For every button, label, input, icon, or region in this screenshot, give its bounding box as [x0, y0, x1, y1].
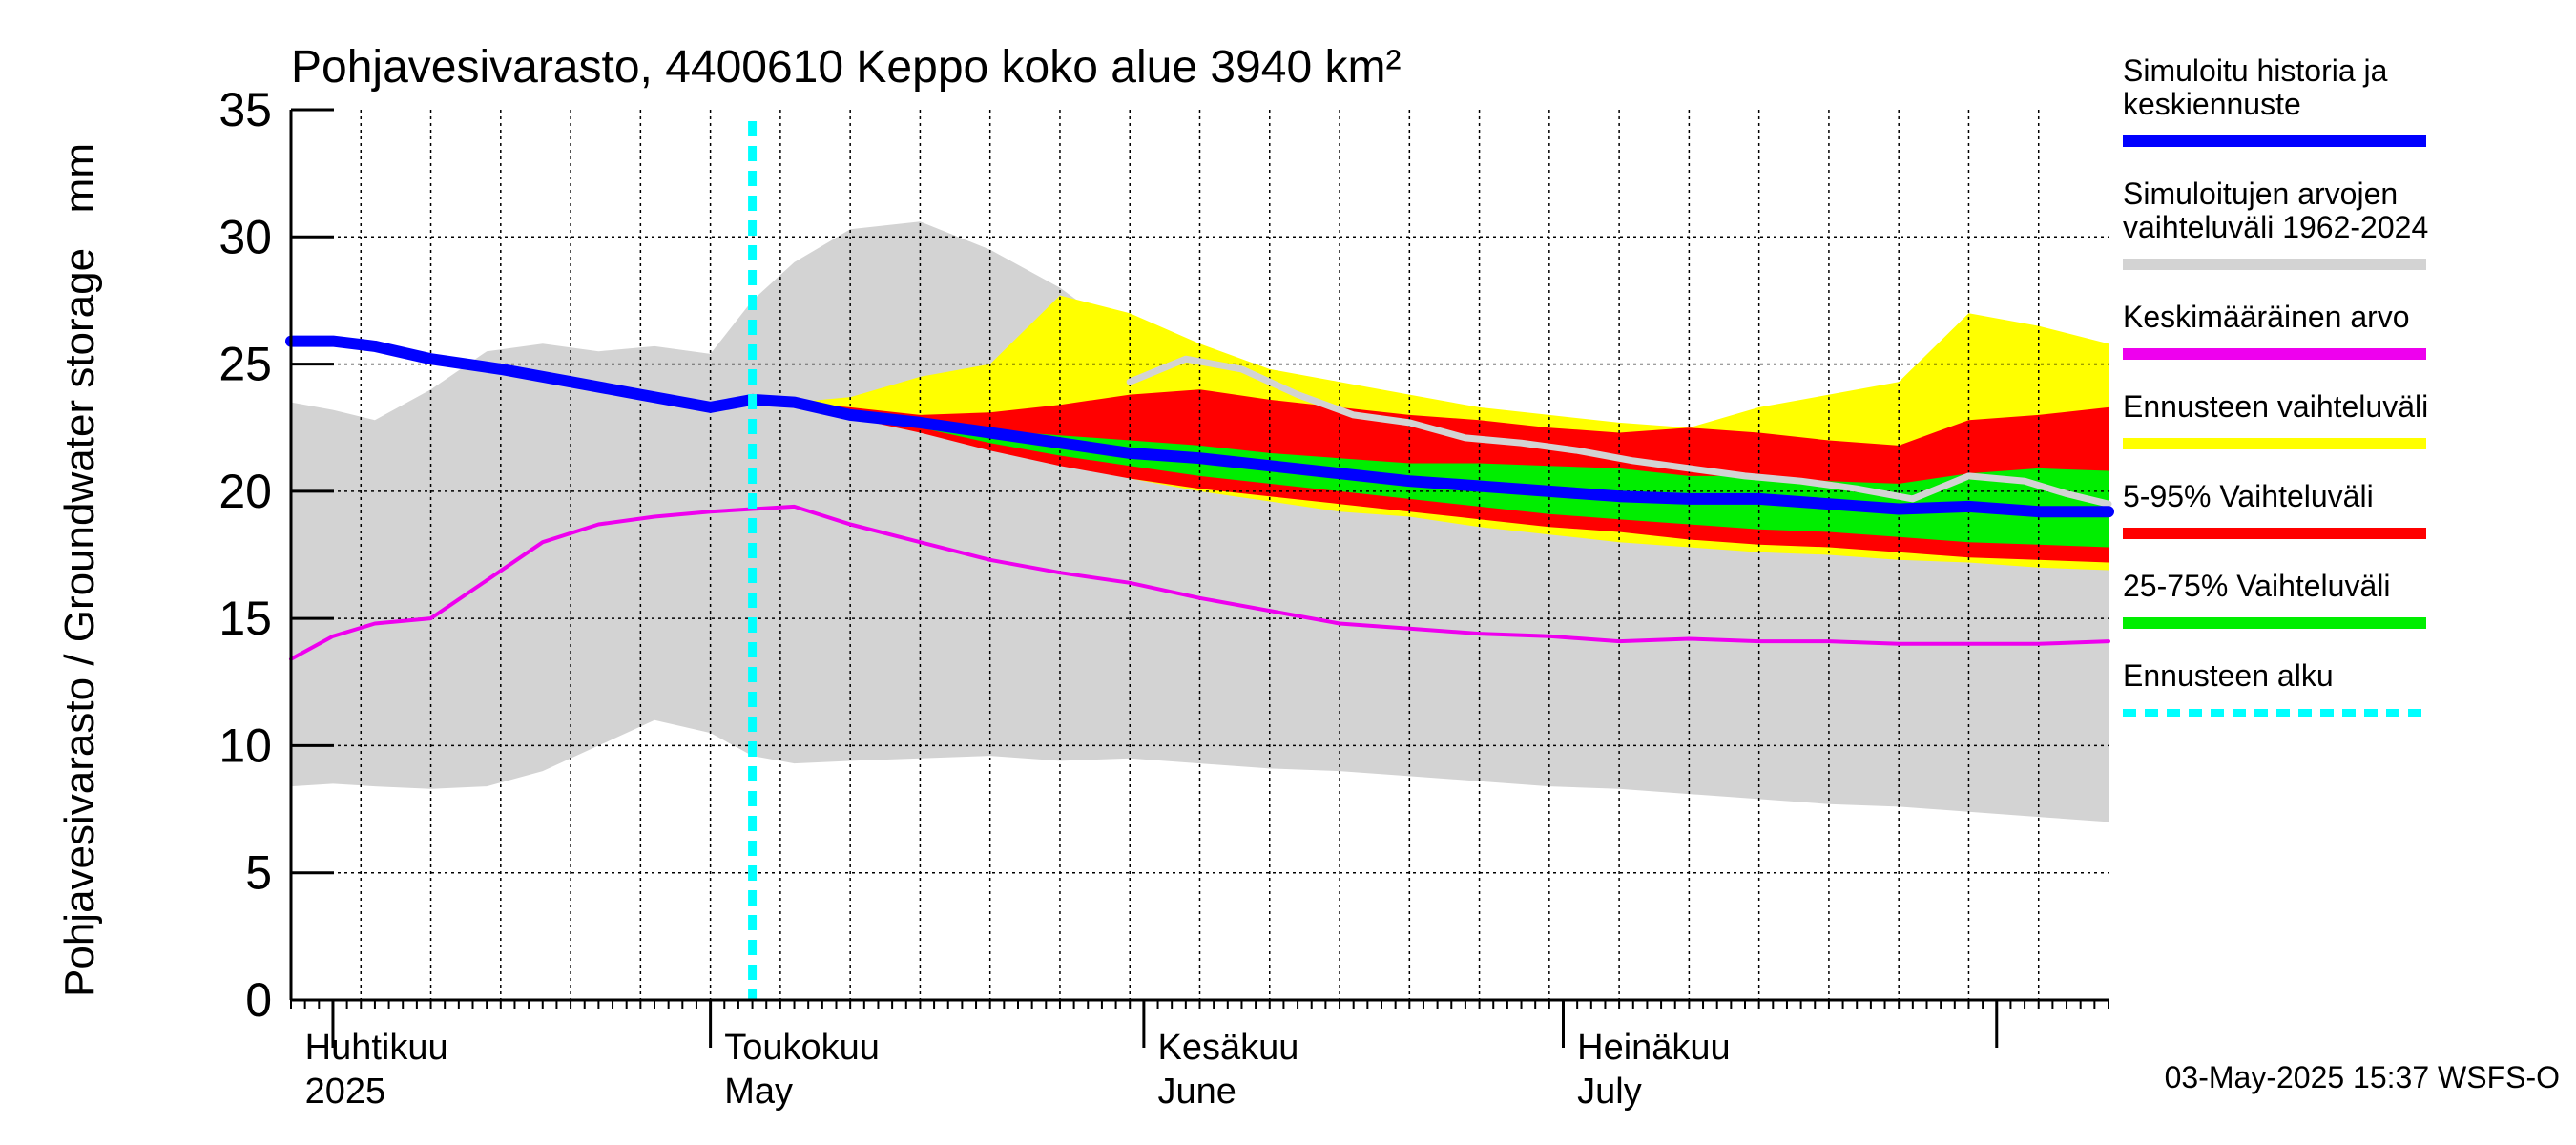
series-keskim-r-inen-arvo	[289, 504, 2110, 661]
x-month-sublabel: 2025	[305, 1072, 386, 1112]
legend-label: Simuloitujen arvojen	[2123, 177, 2398, 211]
x-month-label: Kesäkuu	[1158, 1028, 1299, 1068]
y-tick-label: 5	[245, 846, 272, 900]
line-layer	[285, 335, 2114, 661]
legend-label: Ennusteen alku	[2123, 658, 2334, 693]
y-tick-label: 10	[218, 718, 272, 772]
y-tick-label: 0	[245, 973, 272, 1027]
grid-layer	[291, 110, 2109, 1000]
legend-label: 5-95% Vaihteluväli	[2123, 479, 2374, 513]
legend-label: Simuloitu historia ja	[2123, 53, 2388, 88]
x-month-sublabel: June	[1158, 1072, 1236, 1112]
y-tick-label: 30	[218, 210, 272, 263]
y-axis-label: Pohjavesivarasto / Groundwater storage	[56, 248, 103, 997]
y-tick-label: 25	[218, 338, 272, 391]
x-month-label: Toukokuu	[724, 1028, 880, 1068]
axes-layer: 05101520253035Huhtikuu2025ToukokuuMayKes…	[218, 83, 2109, 1112]
band-25-75-vaihteluv-li	[794, 402, 2109, 548]
legend-label: keskiennuste	[2123, 87, 2301, 121]
series-simuloitu-historia-ja-keskiennuste	[285, 335, 2114, 518]
y-tick-label: 15	[218, 592, 272, 645]
legend-label: vaihteluväli 1962-2024	[2123, 210, 2428, 244]
series-simuloitu-historia-mediaani	[1126, 355, 2112, 508]
x-month-sublabel: May	[724, 1072, 793, 1112]
chart-title: Pohjavesivarasto, 4400610 Keppo koko alu…	[291, 42, 1401, 93]
timestamp-footer: 03-May-2025 15:37 WSFS-O	[2165, 1060, 2560, 1094]
band-simuloitujen-arvojen-vaihteluv-li-1962-2024	[291, 221, 2109, 822]
x-month-sublabel: July	[1577, 1072, 1642, 1112]
x-month-label: Heinäkuu	[1577, 1028, 1731, 1068]
y-axis-unit: mm	[56, 143, 103, 213]
x-month-label: Huhtikuu	[305, 1028, 448, 1068]
y-tick-label: 35	[218, 83, 272, 136]
legend-label: 25-75% Vaihteluväli	[2123, 569, 2390, 603]
legend-label: Ennusteen vaihteluväli	[2123, 389, 2428, 424]
legend-label: Keskimääräinen arvo	[2123, 300, 2410, 334]
y-tick-label: 20	[218, 465, 272, 518]
